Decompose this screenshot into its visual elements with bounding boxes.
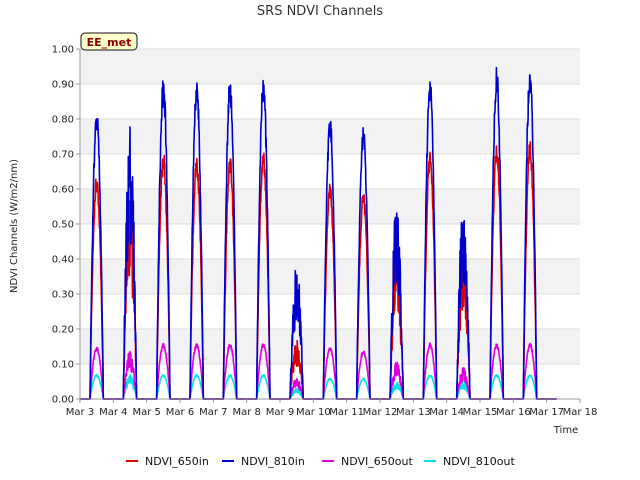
x-tick-label: Mar 13: [396, 407, 431, 418]
y-tick-label: 0.20: [52, 325, 74, 336]
y-tick-label: 0.60: [52, 185, 74, 196]
plot-band: [80, 329, 580, 364]
y-tick-label: 0.40: [52, 255, 74, 266]
y-tick-label: 0.10: [52, 360, 74, 371]
plot-band: [80, 49, 580, 84]
x-axis-title: Time: [553, 425, 578, 436]
legend: NDVI_650in NDVI_810in NDVI_650out NDVI_810o…: [126, 455, 515, 468]
legend-item-ndvi-810in: NDVI_810in: [222, 455, 305, 468]
legend-item-ndvi-650in: NDVI_650in: [126, 455, 209, 468]
x-tick-label: Mar 18: [563, 407, 598, 418]
y-tick-label: 0.30: [52, 290, 74, 301]
x-tick-label: Mar 11: [329, 407, 364, 418]
y-tick-label: 0.70: [52, 150, 74, 161]
x-tick-label: Mar 4: [99, 407, 127, 418]
legend-label: NDVI_650in: [145, 455, 209, 468]
x-tick-label: Mar 7: [199, 407, 227, 418]
x-tick-label: Mar 3: [66, 407, 94, 418]
x-tick-label: Mar 17: [529, 407, 564, 418]
y-tick-label: 0.90: [52, 80, 74, 91]
legend-label: NDVI_650out: [341, 455, 413, 468]
x-tick-label: Mar 12: [363, 407, 398, 418]
site-badge-label: EE_met: [87, 36, 132, 49]
x-tick-label: Mar 15: [463, 407, 498, 418]
legend-item-ndvi-650out: NDVI_650out: [322, 455, 413, 468]
x-tick-label: Mar 8: [232, 407, 260, 418]
x-tick-label: Mar 5: [132, 407, 160, 418]
x-tick-label: Mar 10: [296, 407, 331, 418]
axes: 0.00 0.10 0.20 0.30 0.40 0.50 0.60 0.70 0.80 0.90…: [52, 45, 598, 419]
x-tick-label: Mar 6: [166, 407, 194, 418]
y-tick-label: 0.80: [52, 115, 74, 126]
x-tick-label: Mar 9: [266, 407, 294, 418]
x-tick-label: Mar 14: [429, 407, 464, 418]
y-tick-label: 1.00: [52, 45, 74, 56]
plot-band: [80, 259, 580, 294]
chart-title: SRS NDVI Channels: [257, 4, 383, 19]
x-tick-label: Mar 16: [496, 407, 531, 418]
legend-item-ndvi-810out: NDVI_810out: [424, 455, 515, 468]
site-badge: EE_met: [80, 32, 138, 51]
legend-label: NDVI_810in: [241, 455, 305, 468]
y-tick-label: 0.00: [52, 395, 74, 406]
y-tick-label: 0.50: [52, 220, 74, 231]
y-axis-title: NDVI Channels (W/m2/nm): [9, 159, 20, 293]
legend-label: NDVI_810out: [443, 455, 515, 468]
